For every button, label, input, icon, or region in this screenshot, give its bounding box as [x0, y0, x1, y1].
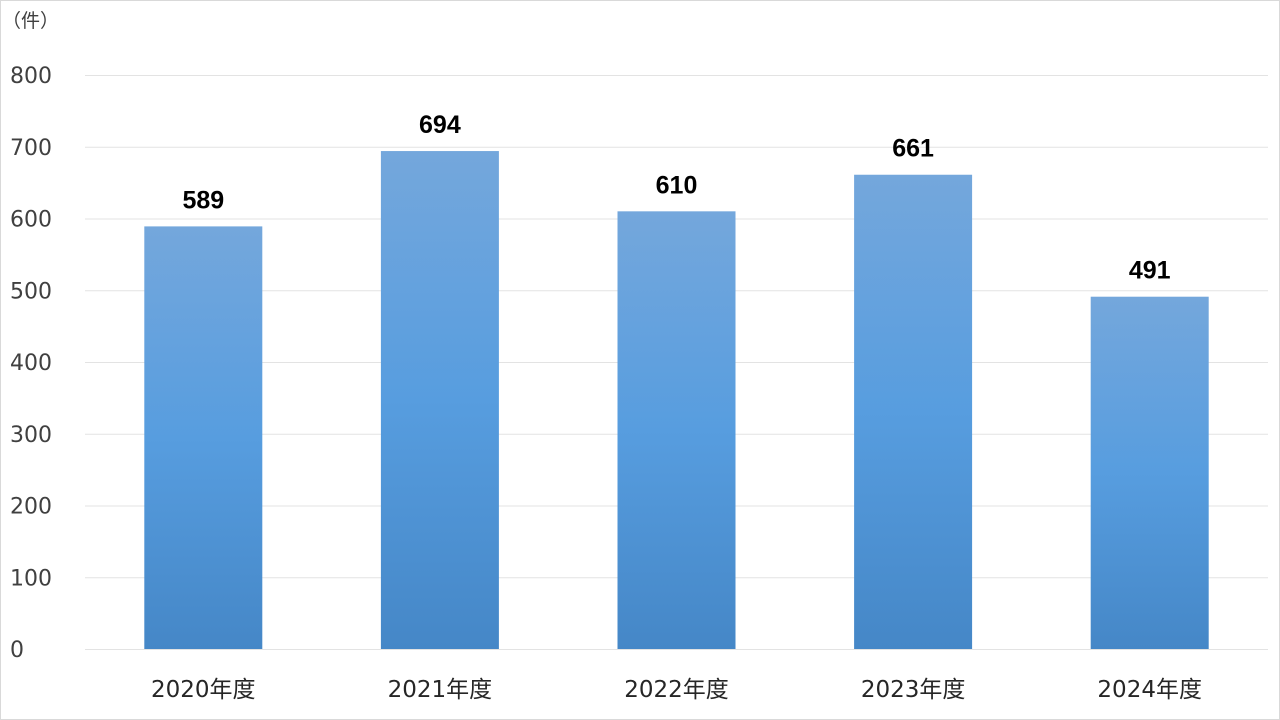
data-label: 610 — [656, 171, 698, 199]
bar-2020年度 — [144, 226, 263, 649]
category-labels: 2020年度 2021年度 2022年度 2023年度 2024年度 — [151, 677, 1202, 703]
y-tick-label: 200 — [10, 495, 52, 520]
bar-2024年度 — [1090, 296, 1209, 649]
y-tick-label: 0 — [10, 638, 24, 663]
bars — [144, 151, 1209, 650]
y-tick-label: 700 — [10, 136, 52, 161]
category-label: 2023年度 — [861, 677, 966, 703]
data-label: 661 — [892, 135, 934, 163]
y-tick-label: 600 — [10, 208, 52, 233]
data-label: 694 — [419, 111, 461, 139]
data-labels: 589 694 610 661 491 — [182, 111, 1170, 285]
bar-2022年度 — [617, 211, 736, 649]
y-tick-label: 500 — [10, 279, 52, 304]
data-label: 491 — [1129, 257, 1171, 285]
bar-2023年度 — [854, 174, 973, 650]
y-tick-label: 800 — [10, 64, 52, 89]
gridlines — [85, 75, 1268, 650]
y-tick-label: 300 — [10, 423, 52, 448]
category-label: 2020年度 — [151, 677, 256, 703]
category-label: 2022年度 — [624, 677, 729, 703]
y-tick-label: 100 — [10, 566, 52, 591]
data-label: 589 — [182, 186, 224, 214]
y-tick-label: 400 — [10, 351, 52, 376]
category-label: 2021年度 — [388, 677, 493, 703]
category-label: 2024年度 — [1097, 677, 1202, 703]
y-axis-tick-labels: 0 100 200 300 400 500 600 700 800 — [10, 64, 52, 663]
y-axis-unit-label: （件） — [2, 10, 59, 32]
bar-2021年度 — [380, 151, 499, 649]
